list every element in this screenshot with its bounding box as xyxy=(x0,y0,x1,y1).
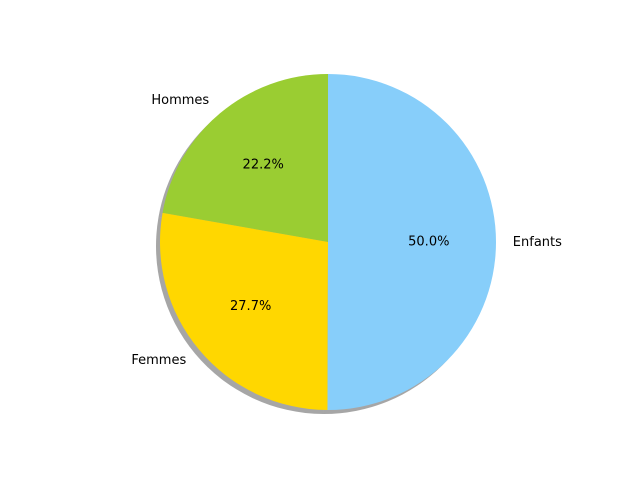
slice-label-hommes: Hommes xyxy=(151,93,209,108)
slice-label-enfants: Enfants xyxy=(513,235,562,250)
slice-label-femmes: Femmes xyxy=(131,353,186,368)
pie-labels: Hommes 22.2% Femmes 27.7% Enfants 50.0% xyxy=(131,93,562,368)
slice-percent-femmes: 27.7% xyxy=(230,299,271,314)
pie-slice-femmes xyxy=(160,212,328,410)
pie-slices xyxy=(160,74,496,410)
pie-slice-hommes xyxy=(162,74,328,242)
slice-percent-hommes: 22.2% xyxy=(243,157,284,172)
slice-percent-enfants: 50.0% xyxy=(408,235,449,250)
pie-slice-enfants xyxy=(327,74,496,410)
